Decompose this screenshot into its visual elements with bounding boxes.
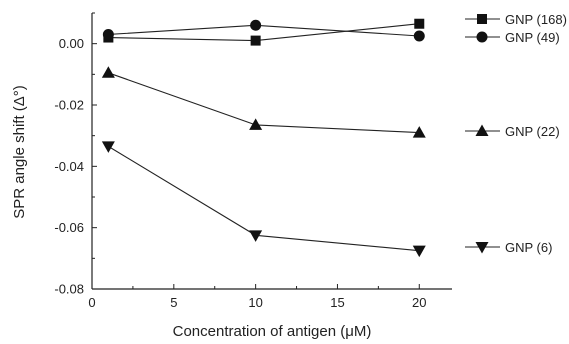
x-tick-label: 0 [88,295,95,310]
series-triangle-down [101,141,426,258]
legend-item: GNP (22) [465,124,560,139]
x-tick-label: 10 [248,295,262,310]
series-line [108,24,420,37]
legend-label: GNP (49) [505,30,560,45]
x-tick-label: 5 [170,295,177,310]
data-point [414,18,425,29]
plot-area [91,13,452,290]
data-point [249,230,263,242]
legend-item: GNP (49) [465,30,560,45]
legend-item: GNP (168) [465,12,567,27]
y-axis-ticks: -0.08 -0.06 -0.04 -0.02 0.00 [54,12,97,297]
legend: GNP (168) GNP (49) GNP (22) GNP (6) [465,12,567,255]
legend-label: GNP (168) [505,12,567,27]
x-tick-label: 15 [330,295,344,310]
x-tick-label: 20 [412,295,426,310]
x-axis-ticks: 0 5 10 15 20 [88,284,427,310]
legend-marker [477,14,487,24]
legend-label: GNP (6) [505,240,552,255]
data-point [250,35,261,46]
y-axis-title: SPR angle shift (Δ°) [11,85,28,219]
series-line [108,145,420,252]
y-tick-label: 0.00 [59,36,84,51]
legend-marker [475,124,489,136]
data-point [102,28,114,40]
legend-marker [476,31,488,43]
legend-label: GNP (22) [505,124,560,139]
data-point [249,118,263,130]
data-point [250,19,262,31]
x-axis-title: Concentration of antigen (μM) [173,323,372,340]
legend-item: GNP (6) [465,240,552,255]
data-point [101,141,115,153]
series-triangle-up [101,66,426,138]
legend-marker [475,242,489,254]
data-point [412,126,426,138]
data-point [413,30,425,42]
series-circle [102,19,425,42]
y-tick-label: -0.08 [54,282,84,297]
y-tick-label: -0.02 [54,98,84,113]
data-point [101,66,115,78]
y-tick-label: -0.04 [54,159,84,174]
series-line [108,72,420,134]
y-tick-label: -0.06 [54,220,84,235]
series-layer [101,18,426,258]
data-point [412,245,426,258]
